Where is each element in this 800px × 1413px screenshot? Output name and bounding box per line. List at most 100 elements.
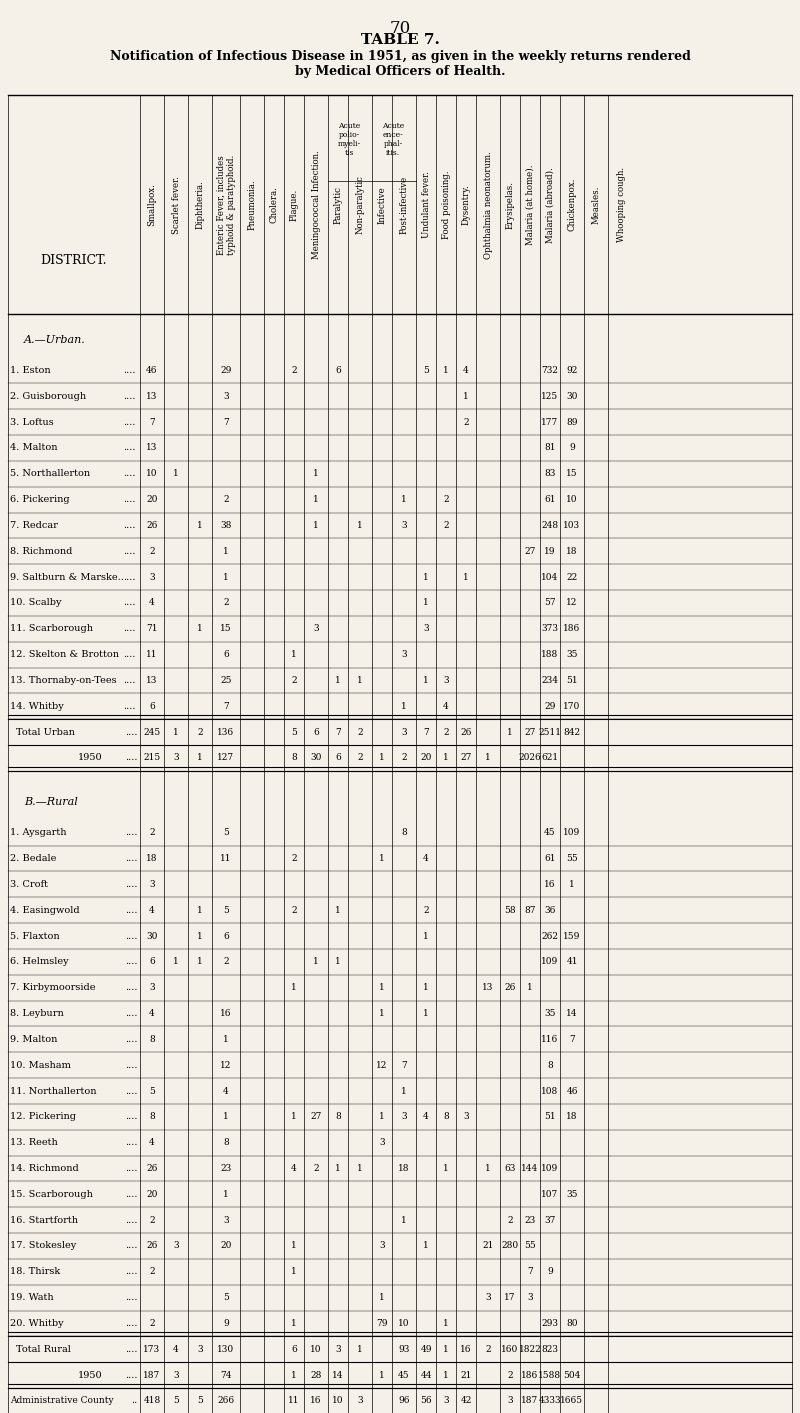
Text: 1: 1 [173, 728, 179, 736]
Text: 44: 44 [420, 1371, 432, 1379]
Text: DISTRICT.: DISTRICT. [41, 254, 107, 267]
Text: 7: 7 [423, 728, 429, 736]
Text: ....: .... [123, 391, 136, 401]
Text: 3: 3 [313, 625, 319, 633]
Text: ....: .... [125, 1061, 138, 1070]
Text: 1: 1 [223, 572, 229, 582]
Text: 4: 4 [149, 1137, 155, 1147]
Text: 51: 51 [566, 675, 578, 685]
Text: Total Urban: Total Urban [16, 728, 75, 736]
Text: 8: 8 [443, 1112, 449, 1122]
Text: 3: 3 [443, 675, 449, 685]
Text: ....: .... [125, 1034, 138, 1044]
Text: 6: 6 [335, 753, 341, 763]
Text: 1: 1 [379, 1112, 385, 1122]
Text: 1: 1 [357, 1164, 363, 1173]
Text: 6: 6 [313, 728, 319, 736]
Text: 89: 89 [566, 418, 578, 427]
Text: 1: 1 [423, 1242, 429, 1251]
Text: 1: 1 [335, 675, 341, 685]
Text: 36: 36 [544, 906, 556, 914]
Text: 6: 6 [149, 702, 155, 711]
Text: 12: 12 [376, 1061, 388, 1070]
Text: 22: 22 [566, 572, 578, 582]
Text: 6: 6 [149, 958, 155, 966]
Text: 3: 3 [173, 753, 179, 763]
Text: 1. Aysgarth: 1. Aysgarth [10, 828, 66, 838]
Text: ....: .... [123, 702, 136, 711]
Text: 7. Kirbymoorside: 7. Kirbymoorside [10, 983, 95, 992]
Text: 3: 3 [149, 880, 155, 889]
Text: 2: 2 [485, 1345, 491, 1354]
Text: 1: 1 [313, 958, 319, 966]
Text: 3: 3 [173, 1242, 179, 1251]
Text: 1: 1 [463, 391, 469, 401]
Text: ....: .... [125, 880, 138, 889]
Text: 35: 35 [566, 650, 578, 658]
Text: 41: 41 [566, 958, 578, 966]
Text: 9: 9 [569, 444, 575, 452]
Text: 732: 732 [542, 366, 558, 374]
Text: 7: 7 [335, 728, 341, 736]
Text: 5: 5 [291, 728, 297, 736]
Text: 3: 3 [197, 1345, 203, 1354]
Text: 14: 14 [332, 1371, 344, 1379]
Text: 177: 177 [542, 418, 558, 427]
Text: 18: 18 [566, 547, 578, 555]
Text: 2. Guisborough: 2. Guisborough [10, 391, 86, 401]
Text: 1: 1 [291, 1242, 297, 1251]
Text: 46: 46 [146, 366, 158, 374]
Text: 5: 5 [173, 1396, 179, 1406]
Text: ....: .... [125, 1009, 138, 1017]
Text: 13. Thornaby-on-Tees: 13. Thornaby-on-Tees [10, 675, 116, 685]
Text: 2: 2 [223, 958, 229, 966]
Text: 186: 186 [563, 625, 581, 633]
Text: 8: 8 [401, 828, 407, 838]
Text: 104: 104 [542, 572, 558, 582]
Text: 13: 13 [146, 444, 158, 452]
Text: 3: 3 [401, 1112, 407, 1122]
Text: Malaria (at home).: Malaria (at home). [526, 164, 534, 244]
Text: 38: 38 [220, 521, 232, 530]
Text: 3. Croft: 3. Croft [10, 880, 48, 889]
Text: ....: .... [123, 418, 136, 427]
Text: 1: 1 [197, 625, 203, 633]
Text: 6: 6 [291, 1345, 297, 1354]
Text: 25: 25 [220, 675, 232, 685]
Text: Scarlet fever.: Scarlet fever. [171, 175, 181, 233]
Text: 6. Helmsley: 6. Helmsley [10, 958, 68, 966]
Text: 2: 2 [463, 418, 469, 427]
Text: ....: .... [123, 572, 136, 582]
Text: 5: 5 [423, 366, 429, 374]
Text: 4: 4 [149, 1009, 155, 1017]
Text: Food poisoning.: Food poisoning. [442, 171, 450, 239]
Text: 4. Easingwold: 4. Easingwold [10, 906, 79, 914]
Text: ....: .... [125, 958, 138, 966]
Text: 93: 93 [398, 1345, 410, 1354]
Text: Post-infective: Post-infective [399, 175, 409, 233]
Text: 5: 5 [223, 906, 229, 914]
Text: 5: 5 [223, 1293, 229, 1303]
Text: ....: .... [123, 444, 136, 452]
Text: 17: 17 [504, 1293, 516, 1303]
Text: 15: 15 [566, 469, 578, 479]
Text: 1: 1 [173, 958, 179, 966]
Text: 1: 1 [173, 469, 179, 479]
Text: 27: 27 [524, 547, 536, 555]
Text: 11. Scarborough: 11. Scarborough [10, 625, 93, 633]
Text: 3: 3 [335, 1345, 341, 1354]
Text: 136: 136 [218, 728, 234, 736]
Text: 14. Richmond: 14. Richmond [10, 1164, 78, 1173]
Text: 9: 9 [547, 1267, 553, 1276]
Text: 10: 10 [332, 1396, 344, 1406]
Text: ....: .... [125, 1164, 138, 1173]
Text: ....: .... [123, 366, 136, 374]
Text: ....: .... [125, 1087, 138, 1095]
Text: Erysipelas.: Erysipelas. [506, 181, 514, 229]
Text: 1: 1 [443, 1318, 449, 1328]
Text: 80: 80 [566, 1318, 578, 1328]
Text: 3: 3 [401, 521, 407, 530]
Text: 51: 51 [544, 1112, 556, 1122]
Text: 2: 2 [507, 1215, 513, 1225]
Text: 35: 35 [566, 1190, 578, 1198]
